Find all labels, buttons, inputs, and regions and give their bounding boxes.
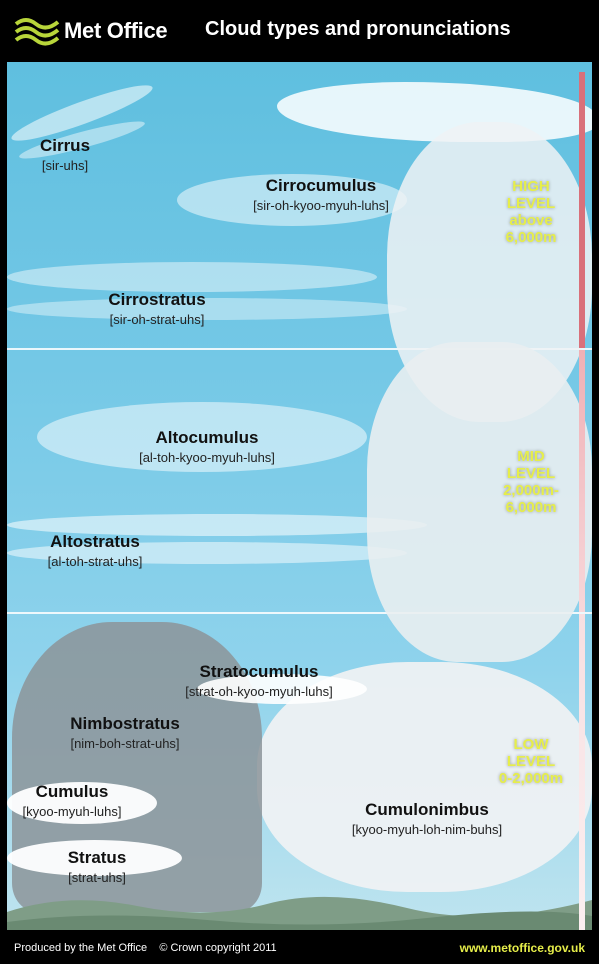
cumulus-cloud [7,782,157,824]
level-mid-line: MID [517,448,545,465]
level-mid-line: 2,000m- [503,482,559,499]
cloud-pronunciation: [al-toh-kyoo-myuh-luhs] [139,450,275,465]
cloud-pronunciation: [sir-uhs] [41,158,89,173]
sky-illustration: HIGH LEVEL above 6,000m MID LEVEL 2,000m… [7,62,592,930]
cloud-name: Nimbostratus [70,714,180,733]
anvil-cloud [277,82,592,142]
level-low-line: LEVEL [506,753,556,770]
page-title: Cloud types and pronunciations [205,18,511,40]
cirrus-label: Cirrus [sir-uhs] [20,136,110,173]
header: Met Office Cloud types and pronunciation… [0,0,599,62]
mid-low-divider [7,612,592,614]
footer: Produced by the Met Office © Crown copyr… [0,930,599,964]
cloud-pronunciation: [sir-oh-kyoo-myuh-luhs] [253,198,389,213]
cumulus-label: Cumulus [kyoo-myuh-luhs] [7,782,137,819]
cloud-pronunciation: [strat-oh-kyoo-myuh-luhs] [185,684,333,699]
cloud-name: Cirrostratus [108,290,206,309]
altocumulus-cloud [37,402,367,472]
nimbostratus-label: Nimbostratus [nim-boh-strat-uhs] [45,714,205,751]
level-low: LOW LEVEL 0-2,000m [487,736,575,787]
cloud-pronunciation: [al-toh-strat-uhs] [47,554,143,569]
stratus-cloud [7,840,182,876]
cumulonimbus-middle [367,342,592,662]
scale-bar-high [579,72,585,348]
level-low-line: LOW [513,736,549,753]
level-high-line: 6,000m [505,229,557,246]
footer-credit: Produced by the Met Office © Crown copyr… [14,942,277,954]
cloud-pronunciation: [sir-oh-strat-uhs] [109,312,205,327]
cloud-name: Cumulonimbus [365,800,489,819]
cloud-pronunciation: [nim-boh-strat-uhs] [70,736,180,751]
cloud-name: Stratocumulus [199,662,319,681]
cumulonimbus-label: Cumulonimbus [kyoo-myuh-loh-nim-buhs] [327,800,527,837]
scale-bar-mid [579,350,585,612]
cirrostratus-cloud [7,262,377,292]
level-mid-line: 6,000m [505,499,557,516]
cloud-name: Altocumulus [155,428,259,447]
copyright-text: © Crown copyright 2011 [159,942,277,954]
cloud-name: Cumulus [35,782,109,801]
scale-bar-low [579,614,585,930]
stratus-label: Stratus [strat-uhs] [47,848,147,885]
level-mid-line: LEVEL [506,465,556,482]
cirrocumulus-label: Cirrocumulus [sir-oh-kyoo-myuh-luhs] [226,176,416,213]
cloud-pronunciation: [strat-uhs] [68,870,126,885]
cloud-name: Altostratus [50,532,140,551]
website-link[interactable]: www.metoffice.gov.uk [459,941,585,955]
high-mid-divider [7,348,592,350]
cirrostratus-cloud [7,298,407,320]
level-high-line: above [509,212,553,229]
cloud-name: Stratus [67,848,127,867]
logo-text: Met Office [64,18,168,43]
cirrostratus-label: Cirrostratus [sir-oh-strat-uhs] [72,290,242,327]
met-office-logo[interactable]: Met Office [14,14,168,48]
level-low-line: 0-2,000m [498,770,564,787]
met-office-waves-icon [14,18,60,46]
level-mid: MID LEVEL 2,000m- 6,000m [487,448,575,516]
level-high-line: LEVEL [506,195,556,212]
stratocumulus-label: Stratocumulus [strat-oh-kyoo-myuh-luhs] [159,662,359,699]
altostratus-cloud [7,514,427,536]
cloud-name: Cirrocumulus [265,176,377,195]
altocumulus-label: Altocumulus [al-toh-kyoo-myuh-luhs] [112,428,302,465]
altostratus-label: Altostratus [al-toh-strat-uhs] [10,532,180,569]
level-high-line: HIGH [512,178,550,195]
stratocumulus-cloud [197,674,367,704]
altostratus-cloud [7,542,407,564]
cloud-pronunciation: [kyoo-myuh-luhs] [22,804,122,819]
cirrocumulus-cloud [177,174,407,226]
cloud-pronunciation: [kyoo-myuh-loh-nim-buhs] [351,822,503,837]
credit-text: Produced by the Met Office [14,942,148,954]
hills-ground [7,896,592,930]
cloud-name: Cirrus [39,136,91,155]
level-high: HIGH LEVEL above 6,000m [487,178,575,246]
